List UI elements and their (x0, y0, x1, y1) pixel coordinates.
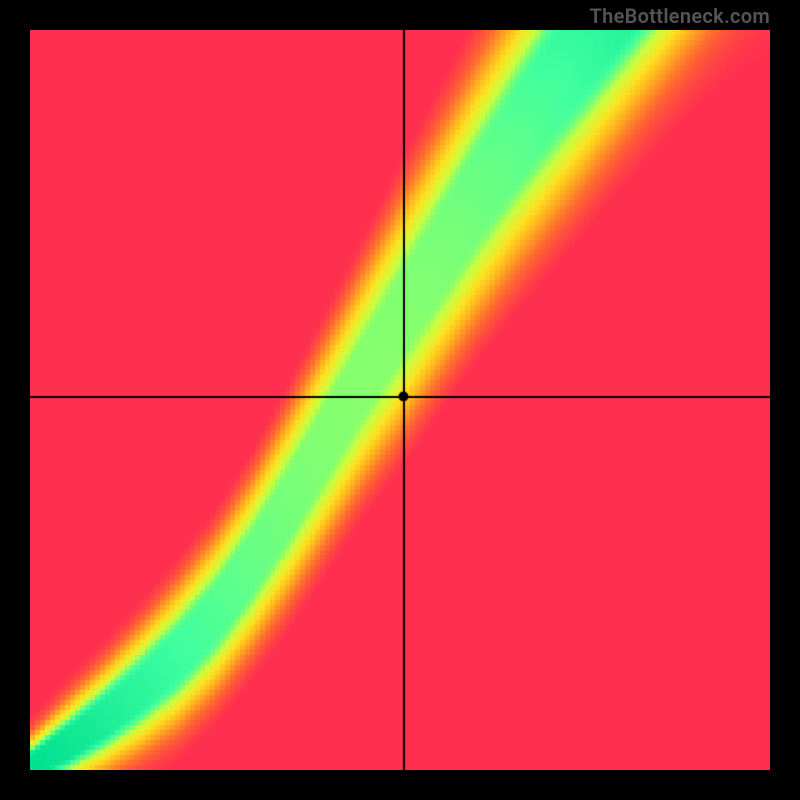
heatmap-plot (30, 30, 770, 770)
chart-frame: TheBottleneck.com (0, 0, 800, 800)
watermark-text: TheBottleneck.com (590, 4, 770, 28)
